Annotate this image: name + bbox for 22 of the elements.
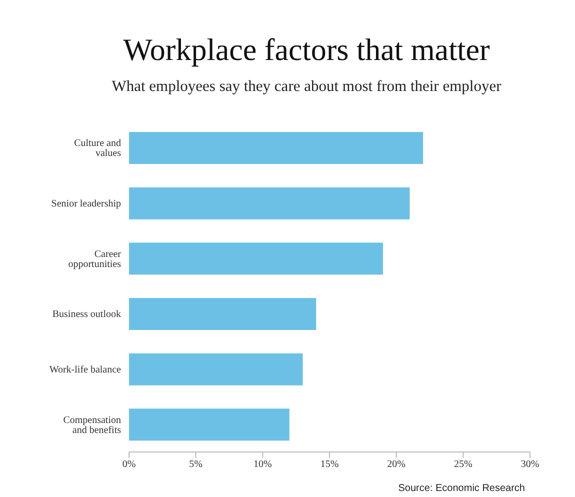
x-tick-label: 15% — [320, 459, 339, 470]
y-tick-label: Work-life balance — [49, 364, 122, 376]
y-tick-label: Business outlook — [52, 309, 121, 320]
x-tick-label: 30% — [520, 459, 540, 470]
bar — [129, 408, 290, 441]
x-tick-label: 20% — [387, 459, 406, 470]
x-tick-label: 25% — [454, 459, 472, 470]
y-tick-label: Senior leadership — [51, 198, 121, 210]
x-tick-label: 0% — [122, 459, 136, 470]
bar — [129, 132, 424, 164]
y-tick-label: Career opportunities — [68, 248, 122, 270]
source-note: Source: Economic Research — [398, 483, 525, 494]
x-tick-label: 5% — [189, 459, 203, 470]
bar — [129, 187, 410, 220]
x-tick-label: 10% — [253, 459, 272, 470]
y-tick-label: Compensation and benefits — [63, 414, 122, 436]
chart-subtitle: What employees say they care about most from their employer — [110, 78, 502, 96]
chart-title: Workplace factors that matter — [122, 32, 491, 68]
y-tick-label: Culture and values — [74, 138, 122, 160]
bar — [129, 242, 383, 275]
bar — [129, 298, 316, 330]
bar — [129, 353, 303, 386]
